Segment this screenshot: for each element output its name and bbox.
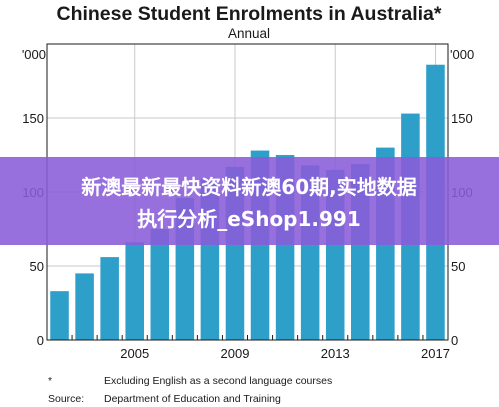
y-tick-label-right: 50: [451, 259, 465, 274]
x-tick-label: 2013: [321, 346, 350, 361]
x-tick-label: 2017: [421, 346, 450, 361]
overlay-banner-line2: 执行分析_eShop1.991: [137, 207, 361, 231]
chart-subtitle: Annual: [228, 26, 270, 41]
bar-2004: [100, 257, 119, 340]
y-tick-label-left: 50: [30, 259, 44, 274]
overlay-banner: [0, 157, 499, 245]
x-tick-label: 2009: [221, 346, 250, 361]
y-tick-label-right: 150: [451, 111, 473, 126]
y-tick-label-left: 150: [22, 111, 44, 126]
x-tick-label: 2005: [120, 346, 149, 361]
y-tick-label-left: 0: [37, 333, 44, 348]
bar-2005: [125, 242, 144, 340]
unit-label-left: '000: [22, 47, 46, 62]
footnote-marker: *: [48, 375, 52, 387]
chart-title: Chinese Student Enrolments in Australia*: [56, 3, 441, 25]
source-text: Department of Education and Training: [104, 393, 281, 405]
y-tick-label-right: 0: [451, 333, 458, 348]
source-label: Source:: [48, 393, 84, 405]
overlay-banner-line1: 新澳最新最快资料新澳60期,实地数据: [81, 175, 416, 199]
unit-label-right: '000: [450, 47, 474, 62]
bar-2003: [75, 273, 94, 340]
bar-2006: [150, 229, 170, 340]
bar-2002: [50, 291, 69, 340]
footnote-text: Excluding English as a second language c…: [104, 375, 332, 387]
